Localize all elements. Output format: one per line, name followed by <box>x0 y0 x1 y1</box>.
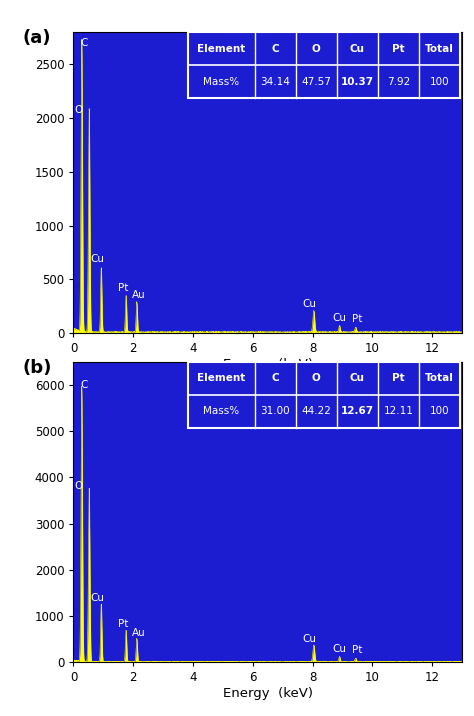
Text: 100: 100 <box>430 406 449 416</box>
Bar <box>188 362 460 427</box>
Text: 100: 100 <box>430 77 449 87</box>
Text: C: C <box>271 373 279 383</box>
Text: Pt: Pt <box>352 314 362 324</box>
Text: O: O <box>312 44 320 54</box>
Text: Au: Au <box>132 628 146 638</box>
Text: Cu: Cu <box>303 634 317 644</box>
Text: Cu: Cu <box>332 313 346 323</box>
Text: Mass%: Mass% <box>203 406 239 416</box>
Text: Element: Element <box>197 373 246 383</box>
Text: Cu: Cu <box>91 254 104 264</box>
Text: 10.37: 10.37 <box>341 77 374 87</box>
Text: (b): (b) <box>23 359 52 377</box>
Text: Total: Total <box>425 44 454 54</box>
Text: Au: Au <box>132 290 146 299</box>
Text: C: C <box>80 380 88 390</box>
Text: Element: Element <box>197 44 246 54</box>
Text: O: O <box>312 373 320 383</box>
Text: (a): (a) <box>23 29 52 47</box>
Text: Pt: Pt <box>392 44 405 54</box>
Text: O: O <box>75 481 83 491</box>
Text: 31.00: 31.00 <box>260 406 290 416</box>
Text: Pt: Pt <box>392 373 405 383</box>
Text: Mass%: Mass% <box>203 77 239 87</box>
Text: Pt: Pt <box>352 645 362 655</box>
Text: Cu: Cu <box>91 593 104 603</box>
Text: Cu: Cu <box>350 44 365 54</box>
Text: Cu: Cu <box>332 644 346 654</box>
Bar <box>188 32 460 98</box>
Text: 34.14: 34.14 <box>260 77 290 87</box>
Text: Total: Total <box>425 373 454 383</box>
Text: C: C <box>271 44 279 54</box>
Text: 44.22: 44.22 <box>301 406 331 416</box>
Text: 47.57: 47.57 <box>301 77 331 87</box>
Text: Pt: Pt <box>118 619 128 629</box>
Text: 12.11: 12.11 <box>383 406 413 416</box>
Text: 12.67: 12.67 <box>341 406 374 416</box>
Text: 7.92: 7.92 <box>387 77 410 87</box>
X-axis label: Energy  (keV): Energy (keV) <box>223 358 313 371</box>
Text: Cu: Cu <box>303 299 317 309</box>
Text: Pt: Pt <box>118 284 128 294</box>
Text: O: O <box>75 105 83 115</box>
X-axis label: Energy  (keV): Energy (keV) <box>223 687 313 700</box>
Text: C: C <box>80 39 88 48</box>
Text: Cu: Cu <box>350 373 365 383</box>
